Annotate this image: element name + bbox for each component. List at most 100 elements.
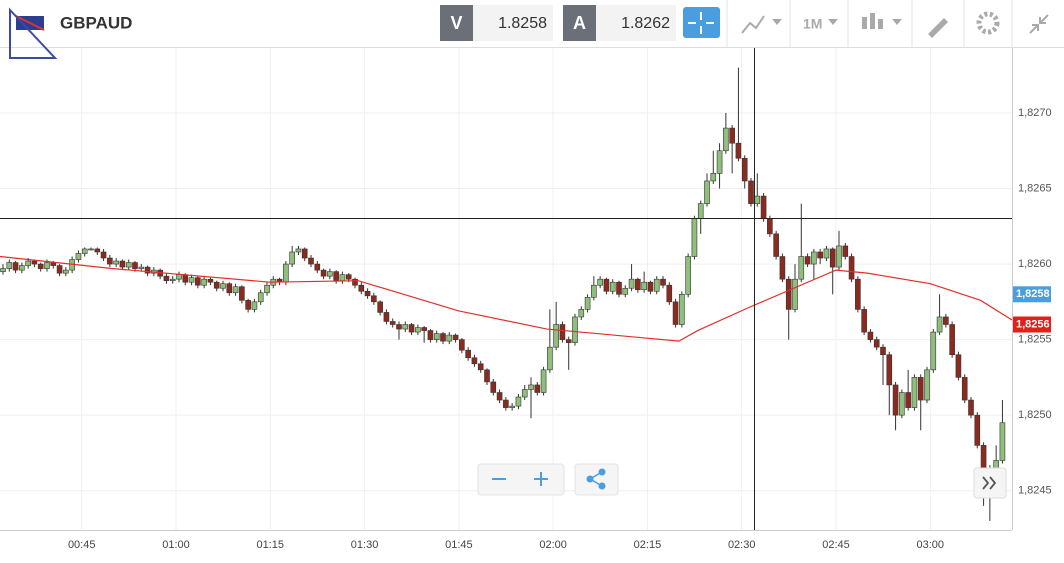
candle-body: [905, 392, 911, 408]
candle-body: [823, 248, 830, 259]
candle-body: [107, 257, 113, 265]
price-tag: [1013, 316, 1051, 333]
x-tick-label: 01:00: [162, 539, 190, 551]
candle-body: [226, 283, 233, 294]
candle-body: [459, 339, 465, 351]
candle-body: [785, 278, 792, 310]
candle-body: [641, 281, 647, 291]
candle-body: [917, 377, 924, 401]
candle-body: [603, 278, 610, 292]
candle-body: [999, 422, 1006, 461]
candle-body: [446, 334, 453, 342]
y-tick-label: 1,8265: [1018, 182, 1052, 194]
candle-body: [653, 278, 660, 292]
candle-body: [886, 354, 893, 386]
candle-body: [873, 339, 880, 348]
candle-body: [741, 158, 748, 182]
candle-body: [899, 392, 905, 416]
candle-body: [213, 281, 220, 289]
candle-body: [804, 256, 811, 265]
candle-body: [81, 248, 88, 254]
share-button[interactable]: [586, 468, 606, 490]
candle-body: [339, 274, 346, 281]
ask-button[interactable]: [563, 5, 596, 41]
candle-body: [578, 309, 585, 318]
candle-body: [125, 262, 132, 268]
candle-body: [811, 251, 817, 265]
candle-body: [100, 251, 107, 259]
candle-body: [980, 445, 987, 469]
moving-average: [0, 255, 1013, 342]
candle-body: [779, 256, 786, 280]
candle-body: [433, 333, 440, 340]
scroll-right[interactable]: [973, 467, 1007, 499]
candle-body: [19, 265, 25, 271]
candle-body: [829, 248, 836, 268]
candle-body: [521, 389, 528, 398]
candle-body: [389, 321, 396, 325]
candle-body: [729, 127, 735, 144]
candle-body: [144, 266, 151, 274]
bid-label: V: [450, 13, 462, 33]
price-tag-label: 1,8258: [1016, 288, 1050, 300]
candle-body: [6, 262, 13, 269]
x-tick-label: 01:15: [257, 539, 285, 551]
zoom-controls: [477, 463, 619, 496]
candle-body: [553, 324, 559, 348]
candle-body: [132, 262, 138, 269]
candle-body: [257, 292, 264, 303]
candle-body: [289, 251, 295, 265]
indicator-button[interactable]: [741, 15, 782, 34]
candle-body: [855, 278, 861, 310]
candle-body: [892, 384, 899, 416]
candle-body: [716, 150, 723, 174]
candle-body: [377, 301, 383, 313]
bid-button[interactable]: [440, 5, 473, 41]
candle-body: [220, 283, 226, 289]
candle-body: [924, 369, 930, 401]
crosshair-button[interactable]: [683, 7, 720, 38]
candle-body: [75, 253, 82, 260]
draw-button[interactable]: [928, 18, 948, 38]
candle-body: [201, 278, 207, 286]
candle-body: [559, 324, 566, 340]
zoom-in[interactable]: [534, 472, 548, 486]
candle-body: [352, 278, 358, 286]
candle-body: [767, 218, 773, 235]
candle-body: [861, 309, 867, 333]
candle-body: [754, 195, 761, 204]
candle-body: [943, 316, 949, 325]
x-tick-label: 00:45: [68, 539, 96, 551]
candle-body: [427, 330, 434, 340]
candle-body: [842, 245, 849, 257]
candle-body: [119, 260, 126, 268]
settings-button[interactable]: [976, 11, 1000, 35]
candle-body: [113, 260, 119, 265]
interval[interactable]: 1M: [803, 16, 822, 32]
collapse-button[interactable]: [1029, 14, 1049, 34]
candle-body: [534, 384, 541, 393]
candle-body: [421, 327, 427, 331]
candle-body: [465, 349, 471, 359]
candle-body: [679, 293, 685, 325]
candle-body: [195, 277, 201, 286]
candle-body: [25, 260, 31, 266]
x-tick-label: 01:45: [445, 539, 473, 551]
candle-body: [748, 180, 754, 204]
candle-body: [371, 295, 377, 303]
candle-body: [503, 399, 509, 408]
candle-body: [672, 301, 679, 325]
x-tick-label: 02:15: [634, 539, 662, 551]
chart-type-button[interactable]: [862, 13, 902, 29]
candle-body: [949, 324, 955, 356]
candle-body: [528, 384, 534, 390]
candle-body: [0, 268, 6, 272]
candle-body: [955, 354, 962, 378]
candle-body: [540, 369, 547, 393]
x-tick-label: 02:00: [539, 539, 567, 551]
candle-body: [88, 248, 94, 251]
candle-body: [163, 275, 170, 281]
ask-label: A: [573, 13, 586, 33]
